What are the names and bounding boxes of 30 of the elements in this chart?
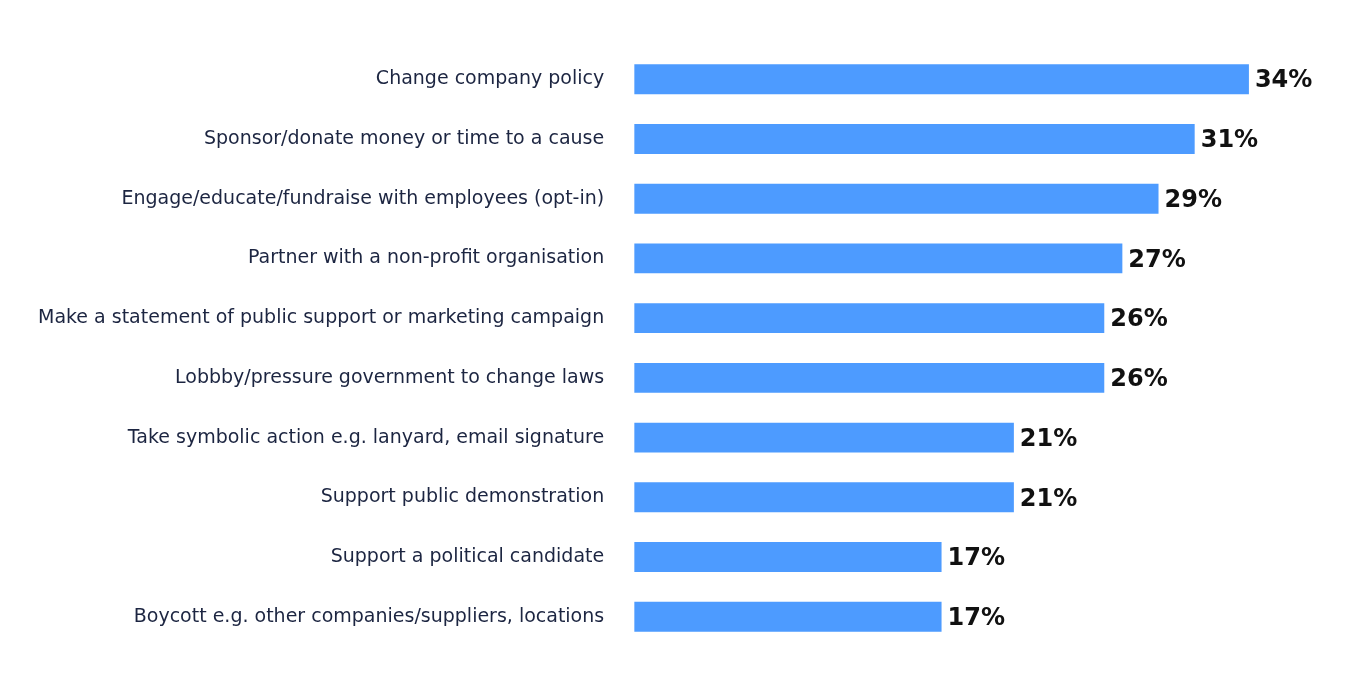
data-label: 17% <box>947 543 1006 572</box>
data-label: 27% <box>1128 244 1186 273</box>
data-label: 34% <box>1254 65 1313 94</box>
y-tick-label: Engage/educate/fundraise with employees (opt-in) <box>121 185 605 208</box>
data-label: 17% <box>947 602 1006 631</box>
data-label: 21% <box>1019 423 1078 452</box>
bar <box>634 303 1105 334</box>
bar <box>634 243 1123 274</box>
y-tick-label: Boycott e.g. other companies/suppliers, locations <box>133 603 605 626</box>
bar <box>634 542 942 572</box>
y-tick-label: Lobbby/pressure government to change laws <box>175 364 605 387</box>
data-label: 26% <box>1110 364 1168 393</box>
bar <box>634 64 1249 95</box>
bar <box>634 482 1014 513</box>
y-tick-label: Support a political candidate <box>330 543 605 566</box>
y-tick-label: Sponsor/donate money or time to a cause <box>204 125 605 148</box>
y-tick-label: Change company policy <box>375 66 605 89</box>
bar <box>634 422 1014 453</box>
data-label: 26% <box>1110 304 1168 333</box>
bar <box>634 183 1159 214</box>
data-label: 31% <box>1200 125 1259 154</box>
y-tick-label: Make a statement of public support or marketing campaign <box>38 305 605 328</box>
data-label: 29% <box>1164 184 1222 213</box>
y-tick-label: Support public demonstration <box>320 484 605 507</box>
bar <box>634 601 942 632</box>
bar <box>634 362 1105 393</box>
y-tick-label: Take symbolic action e.g. lanyard, email signature <box>126 424 605 447</box>
y-tick-label: Partner with a non-profit organisation <box>247 245 605 268</box>
bar <box>634 124 1195 154</box>
data-label: 21% <box>1019 483 1078 512</box>
